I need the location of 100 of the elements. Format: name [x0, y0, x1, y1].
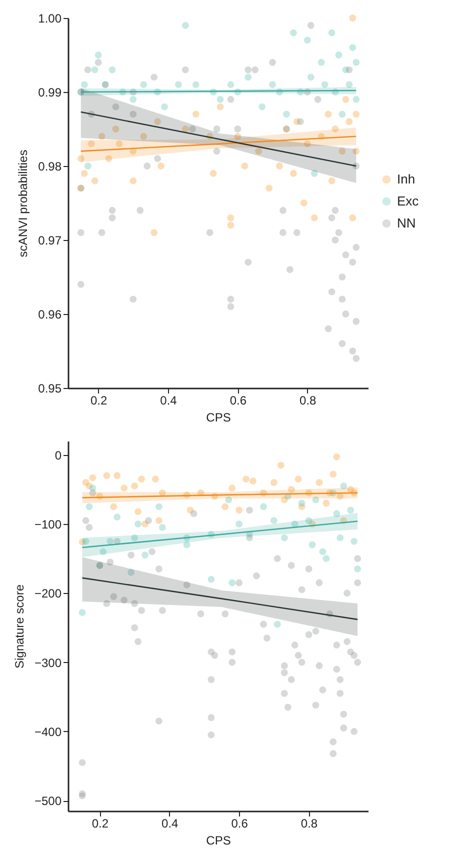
y-tick-label: −100 — [34, 517, 62, 532]
point — [244, 258, 252, 266]
point — [94, 58, 102, 66]
point — [78, 609, 86, 616]
point — [138, 476, 145, 482]
point — [213, 126, 220, 132]
point — [290, 29, 297, 36]
legend-label: NN — [397, 216, 416, 230]
point — [300, 200, 308, 206]
point — [155, 503, 162, 510]
point — [352, 318, 360, 325]
point — [110, 503, 118, 510]
point — [332, 206, 339, 214]
x-tick-label: 0.4 — [160, 394, 178, 408]
point — [321, 81, 328, 88]
point — [310, 214, 318, 222]
point — [236, 506, 243, 514]
point — [269, 58, 276, 66]
point — [91, 177, 98, 184]
point — [250, 478, 256, 485]
point — [134, 508, 142, 515]
y-tick-label: 0 — [54, 448, 62, 462]
point — [228, 579, 236, 586]
point — [336, 534, 344, 542]
point — [130, 177, 137, 184]
point — [318, 58, 325, 66]
y-tick-label: 1.00 — [38, 12, 62, 26]
point — [349, 214, 356, 222]
point — [174, 81, 182, 88]
point — [241, 162, 248, 170]
point — [131, 482, 138, 490]
point — [108, 214, 116, 222]
point — [208, 576, 215, 583]
point — [227, 222, 234, 229]
point — [140, 81, 148, 88]
point — [322, 555, 330, 562]
point — [258, 103, 266, 110]
point — [206, 229, 214, 236]
point — [342, 251, 350, 258]
point — [352, 58, 360, 66]
point — [144, 162, 151, 170]
legend-label: Inh — [397, 172, 416, 186]
point — [347, 506, 354, 514]
point — [293, 229, 300, 236]
point — [155, 517, 162, 524]
x-tick-label: 0.4 — [162, 816, 179, 830]
x-axis-title: CPS — [206, 410, 231, 424]
y-tick-label: 0.95 — [38, 382, 62, 396]
point — [280, 229, 286, 236]
point — [277, 462, 284, 469]
point — [80, 170, 88, 177]
point — [349, 258, 356, 266]
point — [130, 296, 137, 303]
point — [333, 453, 340, 460]
y-tick-label: −300 — [34, 656, 62, 670]
point — [276, 162, 283, 170]
point — [152, 476, 159, 482]
point — [335, 229, 342, 236]
point — [86, 503, 93, 510]
point — [136, 206, 144, 214]
point — [346, 66, 353, 74]
point — [280, 206, 286, 214]
point — [342, 96, 350, 103]
point — [244, 74, 252, 81]
point — [108, 206, 116, 214]
point — [319, 548, 326, 556]
point — [91, 66, 98, 74]
y-tick-label: 0.96 — [38, 308, 62, 322]
point — [290, 170, 297, 177]
point — [120, 484, 128, 492]
point — [182, 22, 189, 29]
point — [322, 500, 330, 507]
x-tick-label: 0.8 — [300, 394, 317, 408]
point — [227, 96, 234, 103]
point — [328, 214, 336, 222]
point — [294, 476, 302, 482]
point — [154, 155, 162, 162]
point — [242, 476, 250, 482]
point — [352, 244, 360, 251]
point — [349, 348, 356, 354]
point — [216, 103, 224, 110]
point — [298, 500, 306, 507]
point — [328, 29, 336, 36]
point — [89, 474, 96, 482]
point — [94, 52, 102, 58]
x-tick-label: 0.8 — [300, 816, 318, 830]
point — [274, 620, 281, 628]
point — [286, 266, 294, 274]
y-tick-label: 0.97 — [38, 234, 62, 248]
point — [324, 325, 332, 332]
point — [236, 520, 243, 528]
point — [158, 524, 166, 531]
point — [77, 280, 84, 288]
point — [142, 552, 148, 559]
y-axis-title: Signature score — [12, 584, 26, 669]
point — [98, 229, 106, 236]
x-tick-label: 0.2 — [90, 394, 108, 408]
point — [307, 22, 314, 29]
x-tick-label: 0.6 — [231, 816, 248, 830]
point — [314, 96, 322, 103]
